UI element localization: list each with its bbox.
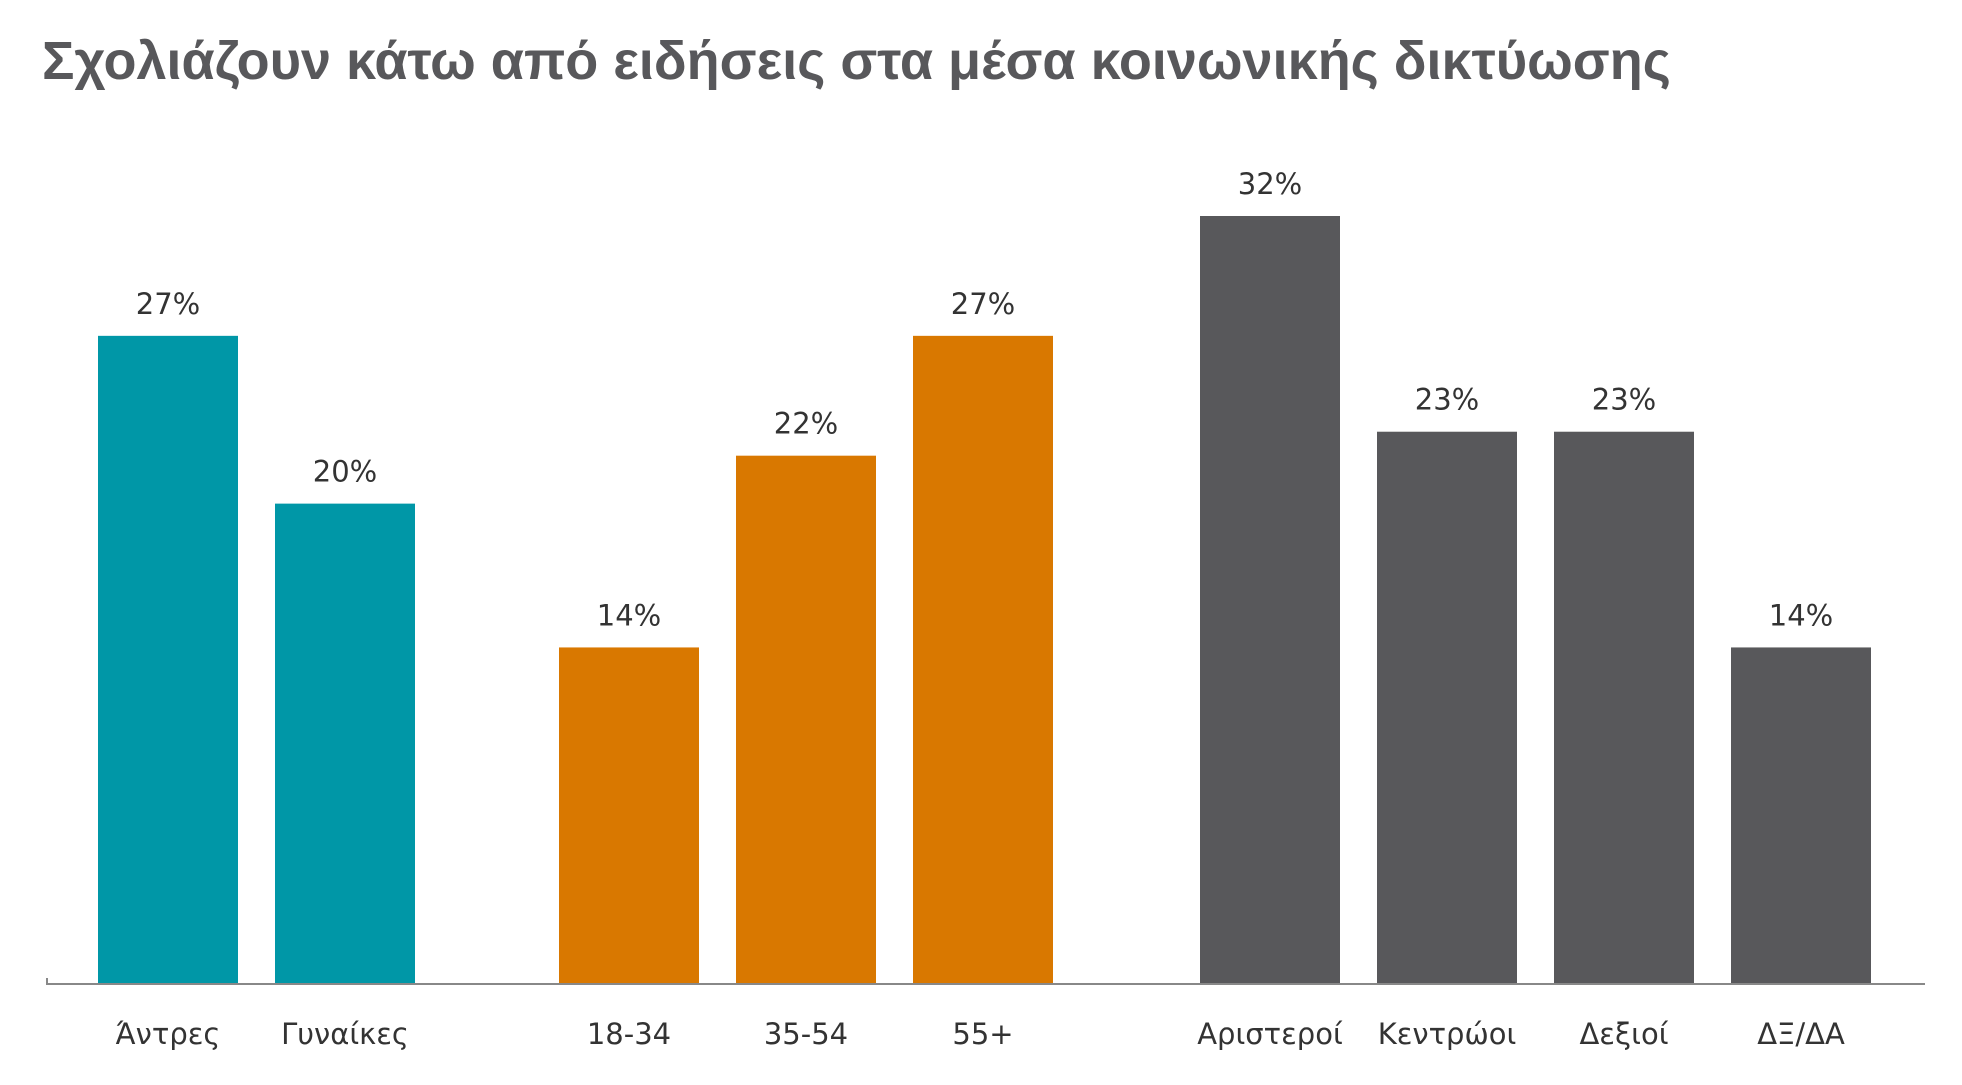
value-label-γυναίκες-0-1: 20% [313,455,377,489]
bar-55-1-2 [913,335,1053,983]
bar-άντρες-0-0 [98,335,238,983]
bar-αριστεροί-2-0 [1200,216,1340,983]
value-label-35-54-1-1: 22% [774,407,838,441]
value-label-άντρες-0-0: 27% [136,287,200,321]
value-label-αριστεροί-2-0: 32% [1238,167,1302,201]
value-label-δεξιοί-2-2: 23% [1592,383,1656,417]
category-label-35-54-1-1: 35-54 [764,1017,848,1051]
category-label-δξ-δα-2-3: ΔΞ/ΔΑ [1757,1017,1845,1051]
bar-δξ-δα-2-3 [1731,647,1871,983]
value-label-18-34-1-0: 14% [597,598,661,632]
category-label-κεντρώοι-2-1: Κεντρώοι [1378,1017,1517,1051]
value-label-δξ-δα-2-3: 14% [1769,598,1833,632]
bar-18-34-1-0 [559,647,699,983]
category-label-55-1-2: 55+ [952,1017,1013,1051]
category-label-αριστεροί-2-0: Αριστεροί [1197,1017,1343,1051]
bar-35-54-1-1 [736,455,876,983]
bar-κεντρώοι-2-1 [1377,431,1517,983]
value-label-κεντρώοι-2-1: 23% [1415,383,1479,417]
category-label-18-34-1-0: 18-34 [587,1017,671,1051]
category-label-άντρες-0-0: Άντρες [116,1017,221,1051]
bars-layer [98,216,1871,983]
category-label-γυναίκες-0-1: Γυναίκες [281,1017,409,1051]
labels-layer: 27% Άντρες 20% Γυναίκες 14% 18-34 22% 35-54 27% 5… [116,167,1845,1051]
chart-title: Σχολιάζουν κάτω από ειδήσεις στα μέσα κο… [42,31,1671,91]
bar-γυναίκες-0-1 [275,503,415,983]
bar-δεξιοί-2-2 [1554,431,1694,983]
category-label-δεξιοί-2-2: Δεξιοί [1579,1017,1668,1051]
value-label-55-1-2: 27% [951,287,1015,321]
